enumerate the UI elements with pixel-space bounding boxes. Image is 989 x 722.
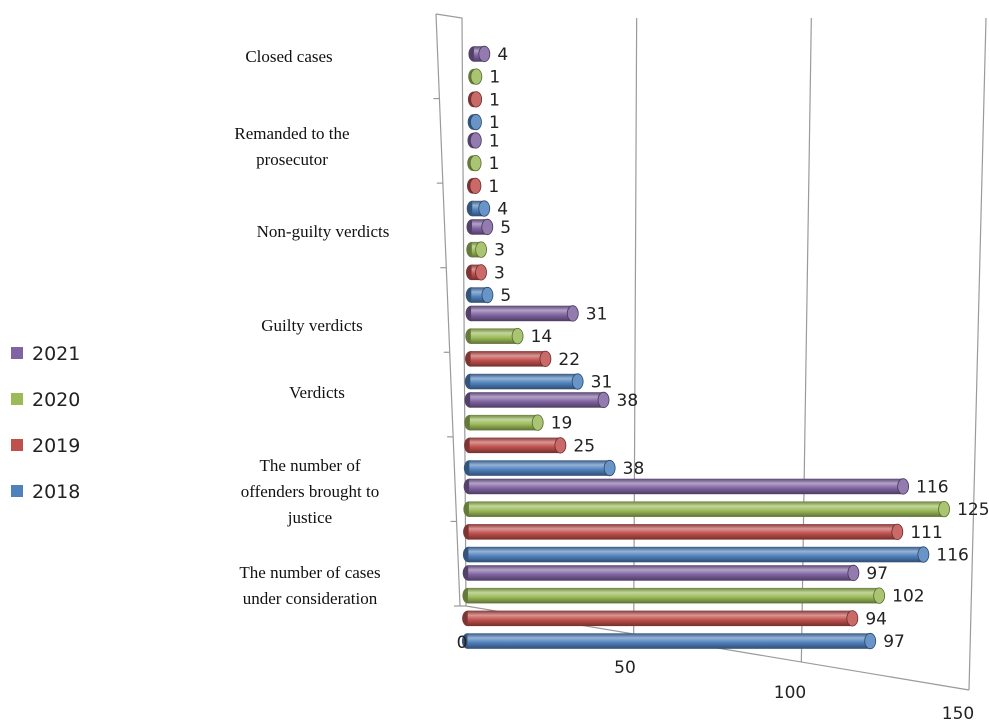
category-label-0: The number of cases under consideration — [239, 563, 380, 608]
legend-label-2018: 2018 — [32, 481, 80, 503]
bar-2020-5 — [467, 154, 482, 172]
gridline-150 — [968, 17, 987, 691]
bar-2020-0 — [462, 587, 886, 604]
value-label-2018-5: 4 — [497, 200, 508, 220]
category-label-6: Closed cases — [245, 47, 332, 66]
legend-swatch-2020 — [11, 393, 23, 405]
value-label-2021-2: 38 — [617, 391, 639, 411]
tick-label-50: 50 — [614, 658, 636, 678]
legend-label-2020: 2020 — [32, 389, 80, 411]
value-label-2019-4: 3 — [494, 263, 505, 283]
bar-2020-4 — [466, 241, 488, 258]
value-label-2018-1: 116 — [936, 546, 968, 566]
bar-2021-5 — [467, 132, 482, 149]
bar-2019-3 — [465, 350, 552, 368]
value-label-2020-5: 1 — [489, 154, 500, 174]
value-label-2021-6: 4 — [497, 45, 508, 65]
value-label-2019-3: 22 — [558, 350, 580, 370]
value-label-2018-2: 38 — [623, 459, 645, 479]
bar-2019-0 — [462, 610, 859, 627]
bar-2021-3 — [465, 305, 579, 322]
bar-2021-0 — [462, 564, 860, 582]
value-label-2021-0: 97 — [866, 564, 888, 584]
bar-2018-5 — [466, 200, 491, 217]
tick-label-0: 0 — [457, 633, 468, 653]
bar-2019-1 — [463, 523, 904, 540]
category-label-4: Non-guilty verdicts — [257, 222, 390, 241]
tick-label-150: 150 — [942, 704, 974, 722]
value-label-2021-5: 1 — [489, 131, 500, 151]
category-label-5: Remanded to the prosecutor — [234, 124, 349, 169]
value-label-2018-4: 5 — [500, 286, 511, 306]
bar-2019-4 — [466, 264, 487, 281]
category-label-2: Verdicts — [289, 383, 345, 402]
legend-label-2019: 2019 — [32, 435, 80, 457]
value-label-2018-6: 1 — [489, 113, 500, 133]
value-label-2020-0: 102 — [892, 587, 924, 607]
value-label-2019-2: 25 — [573, 436, 595, 456]
tick-labels-layer: 0 50 100 150 — [457, 633, 975, 722]
legend-swatch-2019 — [11, 439, 23, 451]
bar-2019-6 — [467, 91, 483, 108]
bar-2018-1 — [462, 546, 930, 563]
value-labels-layer: 9710294971161251111163819253831142231533… — [488, 45, 989, 652]
bar-2019-2 — [464, 437, 567, 454]
value-label-2019-5: 1 — [488, 177, 499, 197]
bars-layer — [461, 45, 950, 650]
legend-swatch-2018 — [11, 485, 23, 497]
bar-2018-0 — [461, 632, 877, 650]
bar-2019-5 — [466, 177, 482, 195]
bar-2021-6 — [468, 45, 491, 63]
gridline-50 — [633, 17, 638, 635]
value-label-2020-4: 3 — [494, 241, 505, 261]
legend-label-2021: 2021 — [32, 343, 80, 365]
value-label-2020-1: 125 — [957, 500, 989, 520]
category-label-3: Guilty verdicts — [261, 316, 363, 335]
value-label-2019-1: 111 — [910, 523, 942, 543]
value-label-2020-6: 1 — [489, 68, 500, 88]
value-label-2018-3: 31 — [591, 373, 613, 393]
value-label-2019-0: 94 — [865, 609, 887, 629]
legend: 2021 2020 2019 2018 — [11, 343, 80, 503]
bar-2021-4 — [466, 218, 494, 236]
bar-2020-6 — [468, 68, 483, 85]
bar-2018-2 — [463, 459, 616, 477]
legend-swatch-2021 — [11, 347, 23, 359]
category-label-1: The number of offenders brought to justice — [241, 456, 380, 527]
bar-2021-1 — [463, 478, 910, 495]
value-label-2021-4: 5 — [500, 218, 511, 238]
bar-2021-2 — [464, 391, 610, 409]
bar-2018-6 — [467, 113, 482, 131]
value-label-2019-6: 1 — [489, 90, 500, 110]
bar-2020-2 — [464, 414, 544, 431]
value-label-2021-3: 31 — [586, 304, 608, 324]
value-label-2021-1: 116 — [916, 477, 948, 497]
bar-2018-3 — [464, 373, 584, 390]
bar-2020-1 — [463, 500, 950, 518]
value-label-2018-0: 97 — [883, 632, 905, 652]
bar-2020-3 — [465, 327, 524, 345]
value-label-2020-3: 14 — [531, 327, 553, 347]
category-labels-layer: The number of cases under consideration Th… — [234, 47, 389, 608]
value-label-2020-2: 19 — [551, 414, 573, 434]
bar-2018-4 — [465, 286, 494, 304]
tick-label-100: 100 — [774, 683, 806, 703]
